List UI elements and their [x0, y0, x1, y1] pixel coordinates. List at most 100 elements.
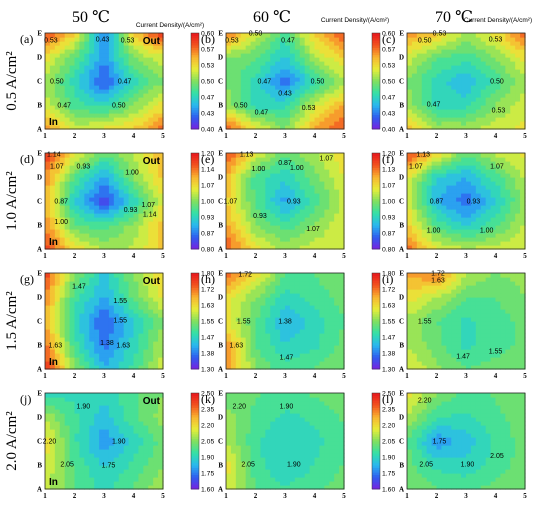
- heat-cell: [45, 89, 51, 94]
- heat-cell: [299, 101, 306, 106]
- heat-cell: [104, 117, 110, 122]
- heat-cell: [84, 209, 90, 214]
- heat-cell: [118, 45, 125, 50]
- heat-cell: [94, 293, 100, 298]
- heat-cell: [407, 53, 413, 58]
- heat-cell: [153, 97, 159, 102]
- y-tick-label: B: [218, 102, 223, 110]
- heat-cell: [69, 329, 76, 334]
- heat-cell: [505, 209, 511, 214]
- heat-cell: [45, 33, 51, 38]
- heat-cell: [79, 157, 85, 162]
- heat-cell: [280, 57, 286, 62]
- contour-value-label: 0.47: [57, 103, 71, 110]
- heat-cell: [407, 177, 413, 182]
- colorbar-tick-label: 0.87: [382, 231, 395, 238]
- heat-cell: [334, 109, 340, 114]
- heat-cell: [226, 357, 232, 362]
- heat-cell: [275, 297, 281, 302]
- colorbar-swatch: [372, 88, 380, 92]
- heat-cell: [470, 237, 477, 242]
- heat-cell: [426, 105, 433, 110]
- heat-cell: [339, 165, 345, 170]
- heat-cell: [69, 89, 76, 94]
- y-tick-label: B: [218, 222, 223, 230]
- heat-cell: [495, 193, 502, 198]
- heat-cell: [108, 181, 115, 186]
- heat-cell: [240, 201, 247, 206]
- heat-cell: [45, 117, 51, 122]
- heat-cell: [470, 73, 477, 78]
- heat-cell: [475, 57, 482, 62]
- heat-cell: [235, 349, 242, 354]
- heat-cell: [113, 305, 120, 310]
- heat-cell: [480, 213, 487, 218]
- heat-cell: [299, 305, 306, 310]
- heat-cell: [299, 153, 306, 158]
- colorbar-swatch: [191, 59, 199, 63]
- heat-cell: [275, 61, 281, 66]
- heat-cell: [226, 105, 232, 110]
- heat-cell: [255, 173, 262, 178]
- heat-cell: [490, 201, 497, 206]
- heat-cell: [240, 313, 247, 318]
- heat-cell: [250, 289, 257, 294]
- heat-cell: [275, 161, 281, 166]
- heat-cell: [138, 241, 144, 246]
- heat-cell: [260, 357, 266, 362]
- heat-cell: [304, 177, 311, 182]
- heat-cell: [319, 41, 325, 46]
- heat-cell: [69, 365, 76, 370]
- heat-cell: [421, 197, 428, 202]
- heat-cell: [255, 213, 262, 218]
- heat-cell: [416, 213, 423, 218]
- y-tick-label: A: [399, 246, 404, 254]
- heat-cell: [339, 161, 345, 166]
- y-tick-label: E: [399, 150, 404, 158]
- heat-cell: [314, 73, 321, 78]
- heat-cell: [94, 201, 100, 206]
- heat-cell: [304, 225, 311, 230]
- heat-cell: [431, 173, 438, 178]
- heat-cell: [304, 165, 311, 170]
- heat-cell: [470, 197, 477, 202]
- heat-cell: [411, 213, 418, 218]
- heat-cell: [505, 113, 511, 118]
- heat-cell: [118, 161, 125, 166]
- heat-cell: [49, 157, 56, 162]
- heat-cell: [128, 37, 135, 42]
- heat-cell: [226, 69, 232, 74]
- heat-cell: [475, 153, 482, 158]
- heat-cell: [339, 81, 345, 86]
- heat-cell: [64, 89, 71, 94]
- heat-cell: [84, 113, 90, 118]
- colorbar-swatch: [372, 234, 380, 238]
- heat-cell: [153, 361, 159, 366]
- heat-cell: [118, 117, 125, 122]
- heat-cell: [240, 189, 247, 194]
- heat-cell: [133, 77, 140, 82]
- heat-cell: [113, 33, 120, 38]
- heat-cell: [158, 317, 164, 322]
- heat-cell: [59, 41, 66, 46]
- heat-cell: [79, 341, 85, 346]
- heat-cell: [314, 349, 321, 354]
- heat-cell: [411, 161, 418, 166]
- heat-cell: [128, 73, 135, 78]
- colorbar-swatch: [191, 342, 199, 346]
- heat-cell: [329, 353, 335, 358]
- heat-cell: [515, 229, 521, 234]
- heat-cell: [421, 125, 428, 130]
- heat-cell: [99, 69, 105, 74]
- heat-cell: [54, 105, 61, 110]
- heat-cell: [334, 89, 340, 94]
- heat-cell: [108, 157, 115, 162]
- heat-cell: [411, 33, 418, 38]
- heat-cell: [280, 321, 286, 326]
- heat-cell: [123, 273, 130, 278]
- heat-cell: [275, 189, 281, 194]
- heat-cell: [416, 101, 423, 106]
- heat-cell: [79, 217, 85, 222]
- contour-value-label: 1.00: [480, 227, 494, 234]
